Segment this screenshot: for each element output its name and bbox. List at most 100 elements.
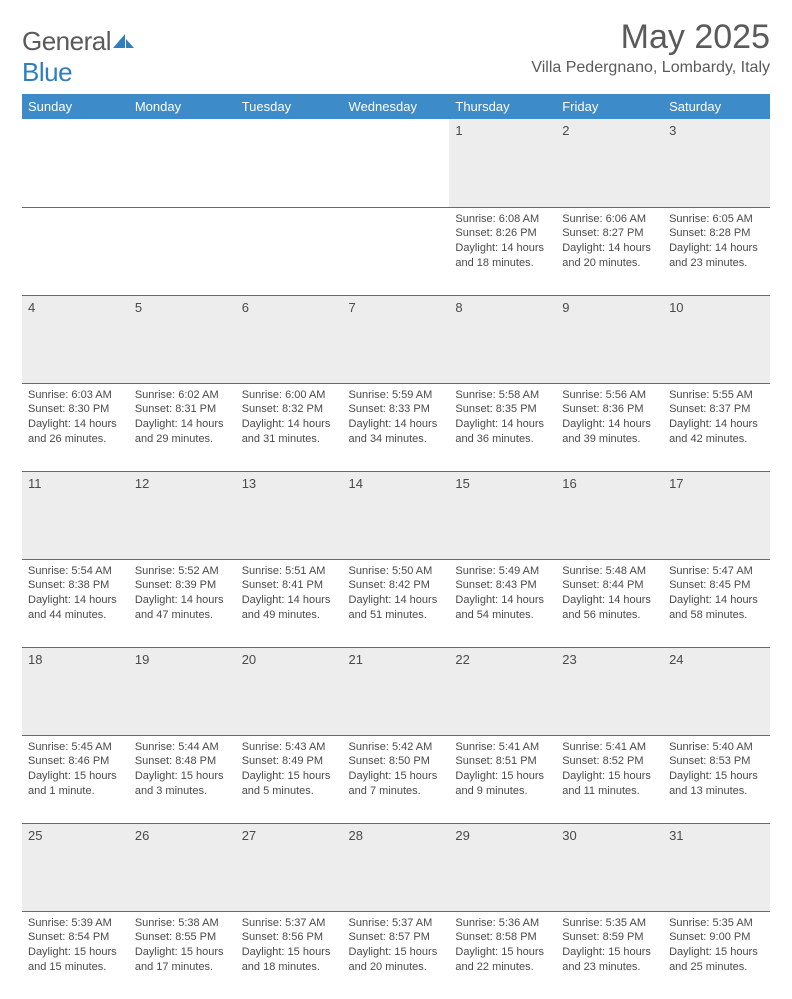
day-content-cell (236, 207, 343, 295)
day-number-cell: 7 (343, 295, 450, 383)
day-content-cell: Sunrise: 5:35 AMSunset: 8:59 PMDaylight:… (556, 911, 663, 999)
day-header: Wednesday (343, 94, 450, 119)
sunset-line: Sunset: 8:45 PM (669, 578, 764, 593)
day-content-cell: Sunrise: 5:37 AMSunset: 8:57 PMDaylight:… (343, 911, 450, 999)
day-details: Sunrise: 5:43 AMSunset: 8:49 PMDaylight:… (242, 740, 337, 799)
day-number-cell (343, 119, 450, 207)
day-details: Sunrise: 5:51 AMSunset: 8:41 PMDaylight:… (242, 564, 337, 623)
day-number-cell: 17 (663, 471, 770, 559)
sunrise-line: Sunrise: 5:44 AM (135, 740, 230, 755)
logo-part2: Blue (22, 57, 72, 87)
day-details: Sunrise: 6:08 AMSunset: 8:26 PMDaylight:… (455, 212, 550, 271)
day-number-cell: 16 (556, 471, 663, 559)
day-number-cell: 10 (663, 295, 770, 383)
day-details: Sunrise: 5:56 AMSunset: 8:36 PMDaylight:… (562, 388, 657, 447)
day-details: Sunrise: 5:37 AMSunset: 8:56 PMDaylight:… (242, 916, 337, 975)
sunrise-line: Sunrise: 6:06 AM (562, 212, 657, 227)
logo-sail-icon (111, 26, 135, 56)
sunrise-line: Sunrise: 5:35 AM (562, 916, 657, 931)
day-details: Sunrise: 5:41 AMSunset: 8:52 PMDaylight:… (562, 740, 657, 799)
day-content-cell: Sunrise: 6:03 AMSunset: 8:30 PMDaylight:… (22, 383, 129, 471)
sunset-line: Sunset: 8:27 PM (562, 226, 657, 241)
sunrise-line: Sunrise: 5:42 AM (349, 740, 444, 755)
day-content-cell: Sunrise: 5:48 AMSunset: 8:44 PMDaylight:… (556, 559, 663, 647)
sunrise-line: Sunrise: 5:47 AM (669, 564, 764, 579)
day-number-cell: 13 (236, 471, 343, 559)
location: Villa Pedergnano, Lombardy, Italy (531, 59, 770, 77)
sunrise-line: Sunrise: 5:55 AM (669, 388, 764, 403)
day-number-row: 11121314151617 (22, 471, 770, 559)
day-number-cell: 21 (343, 647, 450, 735)
day-number-cell: 15 (449, 471, 556, 559)
day-details: Sunrise: 5:36 AMSunset: 8:58 PMDaylight:… (455, 916, 550, 975)
day-header: Friday (556, 94, 663, 119)
day-number-cell: 8 (449, 295, 556, 383)
day-content-cell: Sunrise: 5:40 AMSunset: 8:53 PMDaylight:… (663, 735, 770, 823)
daylight-line: Daylight: 14 hours and 39 minutes. (562, 417, 657, 447)
month-title: May 2025 (531, 18, 770, 57)
sunrise-line: Sunrise: 6:08 AM (455, 212, 550, 227)
sunrise-line: Sunrise: 5:37 AM (349, 916, 444, 931)
day-details: Sunrise: 5:35 AMSunset: 9:00 PMDaylight:… (669, 916, 764, 975)
sunset-line: Sunset: 8:50 PM (349, 754, 444, 769)
sunrise-line: Sunrise: 5:52 AM (135, 564, 230, 579)
day-content-cell: Sunrise: 6:00 AMSunset: 8:32 PMDaylight:… (236, 383, 343, 471)
day-details: Sunrise: 5:49 AMSunset: 8:43 PMDaylight:… (455, 564, 550, 623)
sunrise-line: Sunrise: 5:49 AM (455, 564, 550, 579)
day-details: Sunrise: 5:59 AMSunset: 8:33 PMDaylight:… (349, 388, 444, 447)
day-content-row: Sunrise: 5:39 AMSunset: 8:54 PMDaylight:… (22, 911, 770, 999)
day-details: Sunrise: 5:55 AMSunset: 8:37 PMDaylight:… (669, 388, 764, 447)
day-details: Sunrise: 6:05 AMSunset: 8:28 PMDaylight:… (669, 212, 764, 271)
day-number-row: 45678910 (22, 295, 770, 383)
sunrise-line: Sunrise: 6:02 AM (135, 388, 230, 403)
day-number-row: 18192021222324 (22, 647, 770, 735)
sunset-line: Sunset: 9:00 PM (669, 930, 764, 945)
day-content-cell (343, 207, 450, 295)
day-content-cell: Sunrise: 5:41 AMSunset: 8:51 PMDaylight:… (449, 735, 556, 823)
day-details: Sunrise: 5:44 AMSunset: 8:48 PMDaylight:… (135, 740, 230, 799)
sunset-line: Sunset: 8:31 PM (135, 402, 230, 417)
day-number-cell (129, 119, 236, 207)
sunset-line: Sunset: 8:46 PM (28, 754, 123, 769)
sunset-line: Sunset: 8:33 PM (349, 402, 444, 417)
daylight-line: Daylight: 14 hours and 34 minutes. (349, 417, 444, 447)
daylight-line: Daylight: 14 hours and 18 minutes. (455, 241, 550, 271)
daylight-line: Daylight: 14 hours and 44 minutes. (28, 593, 123, 623)
daylight-line: Daylight: 14 hours and 56 minutes. (562, 593, 657, 623)
day-number-cell: 28 (343, 823, 450, 911)
day-number-cell: 4 (22, 295, 129, 383)
logo: GeneralBlue (22, 18, 135, 88)
sunset-line: Sunset: 8:39 PM (135, 578, 230, 593)
day-number-cell: 29 (449, 823, 556, 911)
sunrise-line: Sunrise: 6:03 AM (28, 388, 123, 403)
sunset-line: Sunset: 8:41 PM (242, 578, 337, 593)
daylight-line: Daylight: 15 hours and 5 minutes. (242, 769, 337, 799)
daylight-line: Daylight: 15 hours and 13 minutes. (669, 769, 764, 799)
day-details: Sunrise: 6:00 AMSunset: 8:32 PMDaylight:… (242, 388, 337, 447)
day-number-cell: 30 (556, 823, 663, 911)
day-details: Sunrise: 5:58 AMSunset: 8:35 PMDaylight:… (455, 388, 550, 447)
day-header: Sunday (22, 94, 129, 119)
day-number-cell: 22 (449, 647, 556, 735)
day-number-cell: 20 (236, 647, 343, 735)
day-number-cell: 11 (22, 471, 129, 559)
sunset-line: Sunset: 8:54 PM (28, 930, 123, 945)
daylight-line: Daylight: 14 hours and 54 minutes. (455, 593, 550, 623)
day-content-cell: Sunrise: 6:06 AMSunset: 8:27 PMDaylight:… (556, 207, 663, 295)
sunset-line: Sunset: 8:26 PM (455, 226, 550, 241)
sunrise-line: Sunrise: 6:00 AM (242, 388, 337, 403)
logo-part1: General (22, 26, 111, 56)
daylight-line: Daylight: 15 hours and 17 minutes. (135, 945, 230, 975)
day-content-cell: Sunrise: 5:45 AMSunset: 8:46 PMDaylight:… (22, 735, 129, 823)
sunset-line: Sunset: 8:44 PM (562, 578, 657, 593)
sunset-line: Sunset: 8:36 PM (562, 402, 657, 417)
day-details: Sunrise: 6:06 AMSunset: 8:27 PMDaylight:… (562, 212, 657, 271)
day-content-cell: Sunrise: 5:51 AMSunset: 8:41 PMDaylight:… (236, 559, 343, 647)
sunset-line: Sunset: 8:42 PM (349, 578, 444, 593)
day-content-row: Sunrise: 6:03 AMSunset: 8:30 PMDaylight:… (22, 383, 770, 471)
sunset-line: Sunset: 8:38 PM (28, 578, 123, 593)
daylight-line: Daylight: 14 hours and 29 minutes. (135, 417, 230, 447)
sunset-line: Sunset: 8:43 PM (455, 578, 550, 593)
daylight-line: Daylight: 15 hours and 1 minute. (28, 769, 123, 799)
sunset-line: Sunset: 8:56 PM (242, 930, 337, 945)
